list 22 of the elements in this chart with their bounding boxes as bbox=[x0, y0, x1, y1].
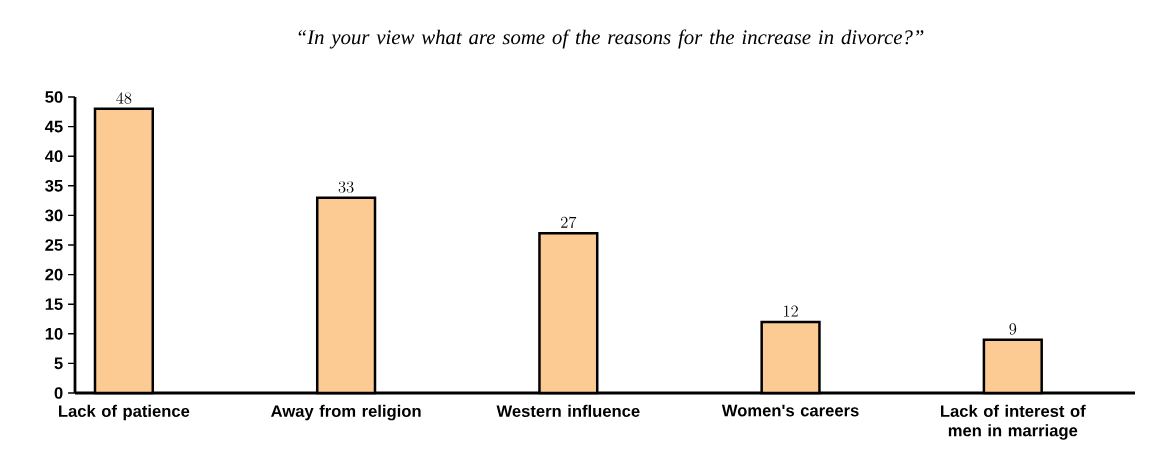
x-tick-label: Lack of interest of men in marriage bbox=[941, 404, 1086, 440]
x-tick-label: Western influence bbox=[496, 404, 640, 417]
chart-title: “In your view what are some of the reasons for the increase in divorce?” bbox=[298, 29, 924, 49]
data-label: 33 bbox=[338, 181, 354, 193]
y-tick-label: 10 bbox=[45, 327, 63, 340]
y-tick-label: 15 bbox=[45, 298, 63, 310]
y-tick-label: 35 bbox=[45, 179, 63, 192]
data-label: 9 bbox=[1009, 323, 1017, 335]
y-tick-label: 25 bbox=[45, 239, 63, 251]
y-tick-label: 20 bbox=[45, 268, 63, 281]
y-tick-label: 50 bbox=[45, 91, 63, 103]
y-tick-label: 5 bbox=[54, 357, 63, 370]
y-tick-label: 30 bbox=[45, 209, 63, 222]
data-label: 48 bbox=[116, 92, 132, 104]
y-tick-label: 45 bbox=[44, 120, 63, 133]
y-tick-label: 40 bbox=[44, 150, 63, 163]
y-tick-label: 0 bbox=[54, 387, 63, 399]
x-tick-label: Away from religion bbox=[271, 404, 421, 421]
data-label: 12 bbox=[783, 305, 798, 317]
x-tick-label: Women's careers bbox=[721, 404, 859, 417]
x-tick-label: Lack of patience bbox=[59, 404, 190, 421]
data-label: 27 bbox=[561, 216, 577, 229]
